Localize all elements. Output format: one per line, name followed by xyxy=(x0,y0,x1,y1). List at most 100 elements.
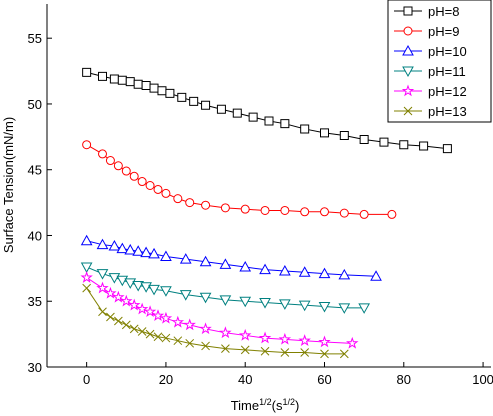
marker xyxy=(183,318,196,331)
marker xyxy=(379,137,389,147)
marker xyxy=(240,345,250,355)
marker xyxy=(239,328,252,341)
marker xyxy=(402,66,414,78)
marker xyxy=(153,332,163,342)
marker xyxy=(387,209,397,219)
marker xyxy=(149,83,159,93)
marker xyxy=(219,326,232,339)
marker xyxy=(370,270,382,281)
marker xyxy=(161,333,171,343)
legend-label: pH=12 xyxy=(428,84,467,99)
marker xyxy=(199,322,212,335)
series-line xyxy=(86,144,392,215)
marker xyxy=(132,245,145,256)
marker xyxy=(320,128,329,138)
marker xyxy=(298,300,311,312)
marker xyxy=(220,203,230,213)
marker xyxy=(121,320,131,330)
marker xyxy=(129,324,139,334)
marker xyxy=(300,348,310,357)
marker xyxy=(402,44,414,56)
x-tick-label: 60 xyxy=(317,372,331,387)
x-tick-label: 100 xyxy=(472,372,493,387)
marker xyxy=(120,294,133,307)
marker xyxy=(278,332,292,345)
marker xyxy=(80,234,93,246)
marker xyxy=(280,205,290,215)
marker xyxy=(153,184,163,194)
marker xyxy=(148,284,160,296)
marker xyxy=(96,281,109,294)
marker xyxy=(358,303,370,314)
marker xyxy=(125,77,135,87)
marker xyxy=(300,207,310,217)
marker xyxy=(145,181,155,190)
marker xyxy=(161,188,171,198)
marker xyxy=(173,194,183,204)
marker xyxy=(96,269,109,280)
marker xyxy=(260,205,270,215)
marker xyxy=(171,315,185,328)
marker xyxy=(165,88,175,98)
legend-label: pH=8 xyxy=(428,4,459,19)
marker xyxy=(160,250,172,262)
y-tick-label: 55 xyxy=(28,31,42,46)
marker xyxy=(339,349,349,359)
marker xyxy=(173,336,183,346)
marker xyxy=(151,309,165,321)
marker xyxy=(320,207,329,217)
marker xyxy=(148,247,160,259)
marker xyxy=(98,71,107,81)
marker xyxy=(124,243,137,255)
marker xyxy=(339,208,349,218)
legend-label: pH=11 xyxy=(428,64,466,79)
marker xyxy=(114,316,123,326)
marker xyxy=(338,268,351,280)
marker xyxy=(279,264,291,276)
marker xyxy=(109,74,119,84)
marker xyxy=(318,302,331,313)
x-axis-label: Time1/2(s1/2) xyxy=(231,397,300,413)
marker xyxy=(216,104,226,114)
y-tick-label: 40 xyxy=(28,228,42,243)
marker xyxy=(108,239,121,251)
marker xyxy=(359,209,369,219)
marker xyxy=(132,280,145,292)
marker xyxy=(135,302,149,315)
marker xyxy=(129,171,139,181)
marker xyxy=(96,238,109,250)
marker xyxy=(403,26,413,36)
marker xyxy=(399,140,409,150)
marker xyxy=(159,311,173,324)
marker xyxy=(259,263,271,275)
marker xyxy=(80,271,93,283)
x-tick-label: 80 xyxy=(397,372,411,387)
marker xyxy=(98,149,107,159)
legend-label: pH=13 xyxy=(428,104,467,119)
x-tick-label: 20 xyxy=(159,372,173,387)
marker xyxy=(106,312,115,322)
marker xyxy=(239,261,252,272)
marker xyxy=(403,6,413,16)
legend-label: pH=9 xyxy=(428,24,459,39)
marker xyxy=(300,124,310,134)
marker xyxy=(298,266,311,277)
y-tick-label: 45 xyxy=(28,163,42,178)
y-tick-label: 50 xyxy=(28,97,42,112)
marker xyxy=(199,292,212,304)
marker xyxy=(189,96,199,106)
marker xyxy=(141,81,151,91)
marker xyxy=(113,161,123,171)
marker xyxy=(419,141,429,151)
marker xyxy=(98,307,107,317)
marker xyxy=(221,344,230,353)
marker xyxy=(160,286,172,297)
marker xyxy=(179,290,192,301)
marker xyxy=(137,327,147,336)
marker xyxy=(121,166,131,176)
marker xyxy=(279,299,291,310)
marker xyxy=(133,79,143,89)
marker xyxy=(201,100,211,110)
marker xyxy=(116,242,129,254)
